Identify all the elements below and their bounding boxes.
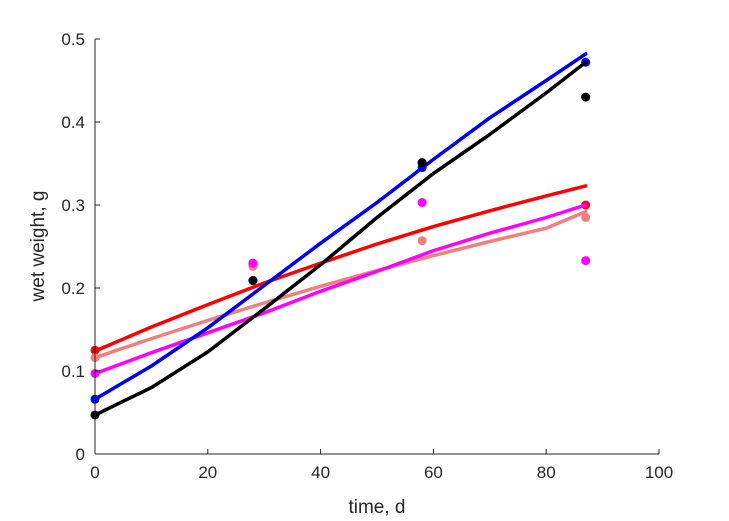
fit-line: [93, 60, 588, 417]
axes-layer: [94, 39, 659, 455]
x-tick-label: 20: [198, 463, 217, 482]
data-point: [417, 158, 427, 168]
x-axis-label: time, d: [348, 497, 405, 518]
fit-line: [93, 52, 588, 401]
fit-line: [93, 184, 588, 353]
x-tick-label: 0: [90, 463, 99, 482]
data-point: [417, 198, 427, 208]
series-4: [90, 60, 591, 420]
data-point: [581, 256, 591, 266]
series-layer: [90, 52, 591, 420]
fit-line: [93, 209, 588, 360]
y-tick-label: 0.5: [61, 30, 85, 49]
fit-line: [93, 203, 588, 376]
y-tick-label: 0.1: [61, 362, 85, 381]
y-tick-label: 0.4: [61, 113, 85, 132]
ticks-layer: 0 20 40 60 80 100 0 0.1 0.2 0.3 0.4 0.5: [61, 30, 673, 482]
x-tick-label: 80: [537, 463, 556, 482]
x-tick-label: 40: [311, 463, 330, 482]
data-point: [417, 236, 427, 246]
data-point: [581, 212, 591, 222]
data-point: [248, 258, 258, 268]
plot-area: [95, 39, 659, 454]
x-tick-label: 60: [424, 463, 443, 482]
x-tick-label: 100: [645, 463, 673, 482]
y-tick-label: 0.3: [61, 196, 85, 215]
y-tick-label: 0: [76, 445, 85, 464]
data-point: [581, 92, 591, 102]
data-point: [248, 276, 258, 286]
y-tick-label: 0.2: [61, 279, 85, 298]
y-axis-label: wet weight, g: [28, 191, 49, 303]
